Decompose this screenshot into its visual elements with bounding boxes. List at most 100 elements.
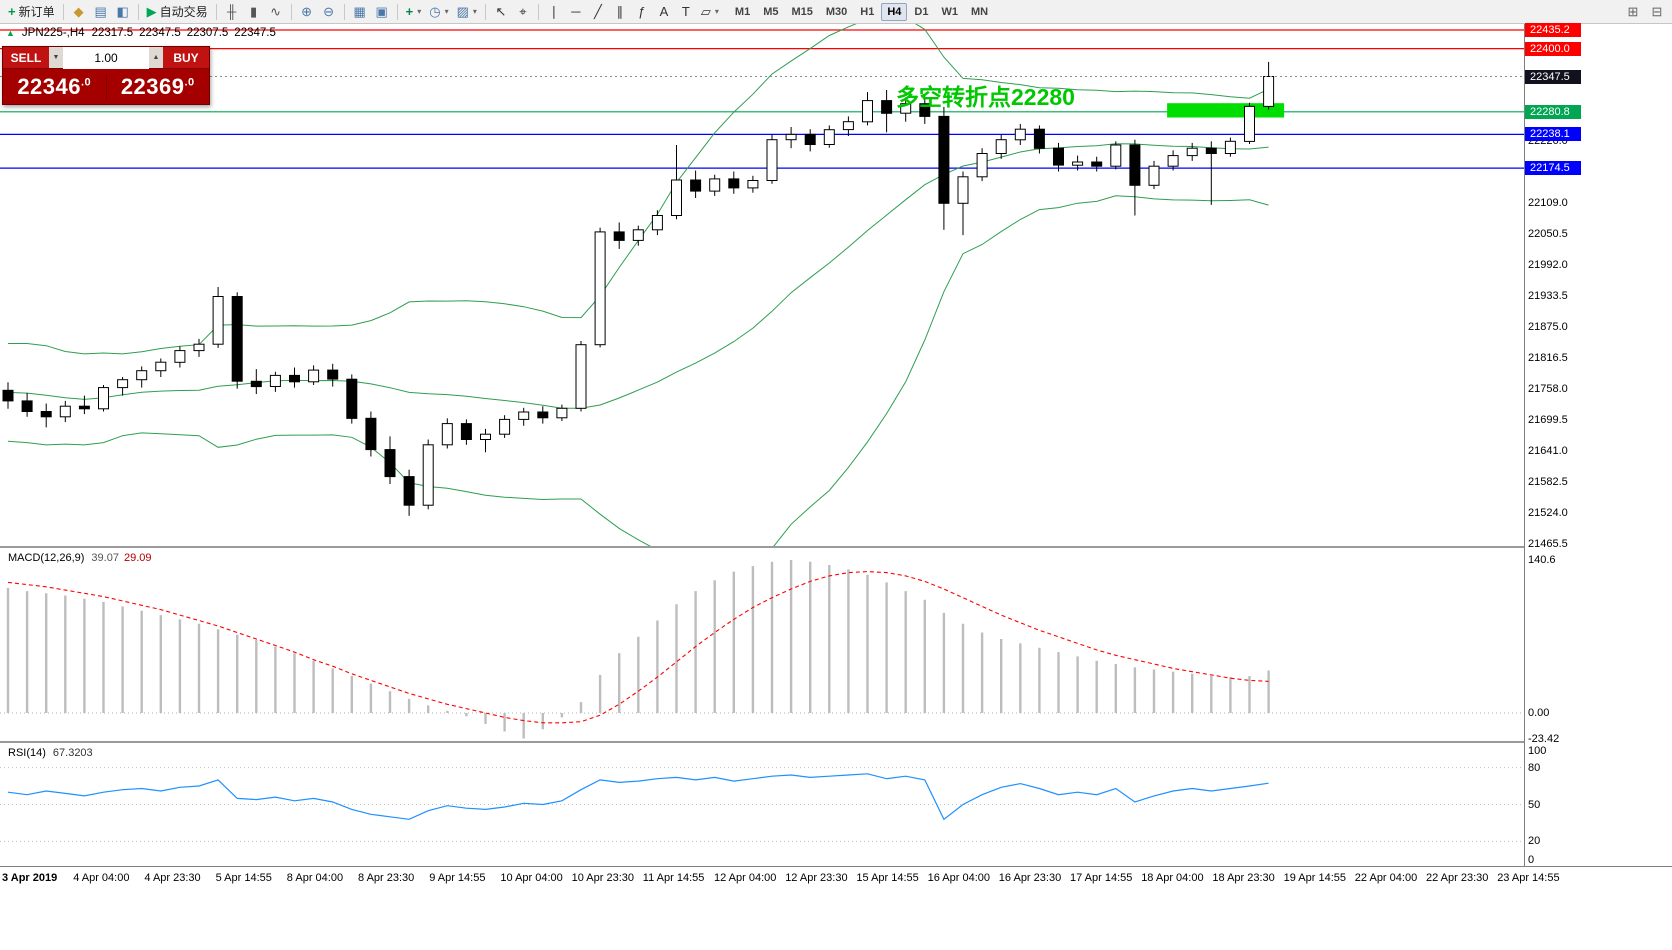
- new-order-button[interactable]: + 新订单: [4, 2, 59, 22]
- zoom-in-button[interactable]: ⊕: [296, 2, 318, 22]
- shapes-button[interactable]: ▱ ▾: [697, 2, 723, 22]
- toolbar-right: ⊞ ⊟: [1622, 2, 1668, 22]
- zoom-in-icon: ⊕: [301, 4, 313, 19]
- spin-down-icon: ▼: [52, 54, 60, 61]
- price-scale-label: 21699.5: [1528, 413, 1568, 426]
- label-icon: T: [681, 4, 690, 19]
- candles: [2, 61, 1275, 516]
- time-axis-label: 11 Apr 14:55: [642, 872, 705, 884]
- text-button[interactable]: A: [653, 2, 675, 22]
- timeframe-toolbar: M1 M5 M15 M30 H1 H4 D1 W1 MN: [729, 2, 994, 21]
- macd-main-value: 39.07: [91, 552, 119, 564]
- buy-price: 22369.0: [120, 73, 195, 99]
- indicators-icon: +: [405, 4, 414, 19]
- timeframe-button-w1[interactable]: W1: [935, 3, 964, 21]
- volume-decrease-button[interactable]: ▼: [49, 47, 63, 69]
- price-scale[interactable]: 22284.522226.022167.522109.022050.521992…: [1524, 23, 1672, 866]
- price-scale-label: 21875.0: [1528, 320, 1568, 333]
- main-chart[interactable]: 多空转折点22280: [0, 24, 1524, 546]
- macd-signal-value: 29.09: [123, 552, 152, 564]
- symbol-up-icon: ▲: [6, 28, 15, 38]
- channel-button[interactable]: ∥: [609, 2, 631, 22]
- chart-window-icon: ▤: [94, 4, 107, 19]
- tile-windows-button[interactable]: ▦: [349, 2, 371, 22]
- fibonacci-button[interactable]: ƒ: [631, 2, 653, 22]
- price-line-label: 22400.0: [1525, 41, 1581, 56]
- dropdown-arrow-icon[interactable]: ▾: [417, 7, 422, 16]
- price-scale-label: 21992.0: [1528, 258, 1568, 271]
- time-axis-label: 8 Apr 23:30: [358, 872, 415, 884]
- time-axis-label: 22 Apr 23:30: [1426, 872, 1489, 884]
- vertical-line-button[interactable]: ∣: [543, 2, 565, 22]
- dock-panel-button[interactable]: ⊞: [1622, 2, 1644, 22]
- high-value: 22347.5: [139, 27, 181, 39]
- toolbar-separator: [62, 3, 64, 20]
- timeframe-button-m5[interactable]: M5: [757, 3, 784, 21]
- price-divider: [105, 73, 107, 100]
- time-axis-label: 18 Apr 23:30: [1212, 872, 1275, 884]
- macd-panel[interactable]: [0, 548, 1524, 741]
- chart-window[interactable]: 多空转折点22280 ▲ JPN225-,H4 22317.5 22347.5 22…: [0, 23, 1672, 950]
- volume-input[interactable]: [63, 47, 149, 69]
- label-button[interactable]: T: [675, 2, 697, 22]
- dropdown-arrow-icon[interactable]: ▾: [714, 7, 719, 16]
- timeframe-button-m30[interactable]: M30: [820, 3, 853, 21]
- price-scale-label: 21933.5: [1528, 289, 1568, 302]
- collapse-icon: ⊟: [1651, 4, 1663, 19]
- toolbar-separator: [137, 3, 139, 20]
- time-axis[interactable]: 3 Apr 2019 4 Apr 04:00 4 Apr 23:30 5 Apr 14…: [0, 866, 1672, 891]
- time-axis-label: 12 Apr 23:30: [785, 872, 848, 884]
- dropdown-arrow-icon[interactable]: ▾: [444, 7, 449, 16]
- price-scale-label: 21465.5: [1528, 537, 1568, 550]
- timeframe-button-mn[interactable]: MN: [965, 3, 994, 21]
- text-icon: A: [659, 4, 669, 19]
- buy-button[interactable]: BUY: [163, 47, 209, 69]
- timeframe-button-m1[interactable]: M1: [729, 3, 756, 21]
- time-axis-label: 3 Apr 2019: [2, 872, 58, 884]
- volume-increase-button[interactable]: ▲: [149, 47, 163, 69]
- trendline-button[interactable]: ╱: [587, 2, 609, 22]
- panel-splitter[interactable]: [0, 546, 1672, 548]
- indicators-button[interactable]: + ▾: [402, 2, 426, 22]
- rsi-label: RSI(14): [8, 747, 46, 759]
- shapes-icon: ▱: [700, 4, 711, 19]
- sell-button[interactable]: SELL: [3, 47, 49, 69]
- templates-button[interactable]: ▨ ▾: [453, 2, 481, 22]
- panel-splitter[interactable]: [0, 741, 1672, 743]
- collapse-panel-button[interactable]: ⊟: [1646, 2, 1668, 22]
- dropdown-arrow-icon[interactable]: ▾: [472, 7, 477, 16]
- cursor-button[interactable]: ↖: [490, 2, 512, 22]
- rsi-panel[interactable]: [0, 743, 1524, 866]
- timeframe-button-h1[interactable]: H1: [854, 3, 880, 21]
- price-scale-label: 21582.5: [1528, 475, 1568, 488]
- timeframe-button-h4[interactable]: H4: [881, 2, 908, 21]
- one-click-trading-panel: SELL ▼ ▲ BUY 22346.0 22369.0: [2, 46, 210, 105]
- price-scale-label: 22050.5: [1528, 227, 1568, 240]
- toolbar-separator: [343, 3, 345, 20]
- charts-button[interactable]: ▤: [90, 2, 112, 22]
- timeframe-button-d1[interactable]: D1: [908, 3, 934, 21]
- time-axis-label: 4 Apr 04:00: [73, 872, 130, 884]
- line-chart-button[interactable]: ∿: [265, 2, 287, 22]
- profiles-button[interactable]: ◆: [68, 2, 90, 22]
- auto-trading-button[interactable]: ▶ 自动交易: [143, 2, 212, 22]
- object-hlines[interactable]: [0, 29, 1524, 169]
- zoom-out-button[interactable]: ⊖: [318, 2, 340, 22]
- crosshair-button[interactable]: ⌖: [512, 2, 534, 22]
- vertical-line-icon: ∣: [550, 4, 558, 19]
- time-axis-label: 23 Apr 14:55: [1497, 872, 1560, 884]
- arrange-windows-button[interactable]: ▣: [371, 2, 393, 22]
- rsi-scale-label: 100: [1528, 745, 1547, 757]
- timeframe-button-m15[interactable]: M15: [785, 3, 818, 21]
- candlestick-chart-button[interactable]: ▮: [243, 2, 265, 22]
- horizontal-line-button[interactable]: ─: [565, 2, 587, 22]
- spin-up-icon: ▲: [152, 54, 160, 61]
- bar-chart-button[interactable]: ╫: [221, 2, 243, 22]
- low-value: 22307.5: [186, 27, 229, 39]
- market-watch-button[interactable]: ◧: [112, 2, 134, 22]
- sell-price: 22346.0: [17, 73, 92, 99]
- chart-annotation[interactable]: 多空转折点22280: [896, 84, 1075, 110]
- main-toolbar: + 新订单 ◆ ▤ ◧ ▶ 自动交易 ╫ ▮ ∿ ⊕ ⊖ ▦ ▣ + ▾ ◷ ▾ ▨ ▾ ↖ ⌖ ∣ ─ ╱ ∥ ƒ A T ▱ ▾ M1 M…: [0, 0, 1672, 24]
- periods-button[interactable]: ◷ ▾: [425, 2, 452, 22]
- time-axis-label: 8 Apr 04:00: [286, 872, 344, 884]
